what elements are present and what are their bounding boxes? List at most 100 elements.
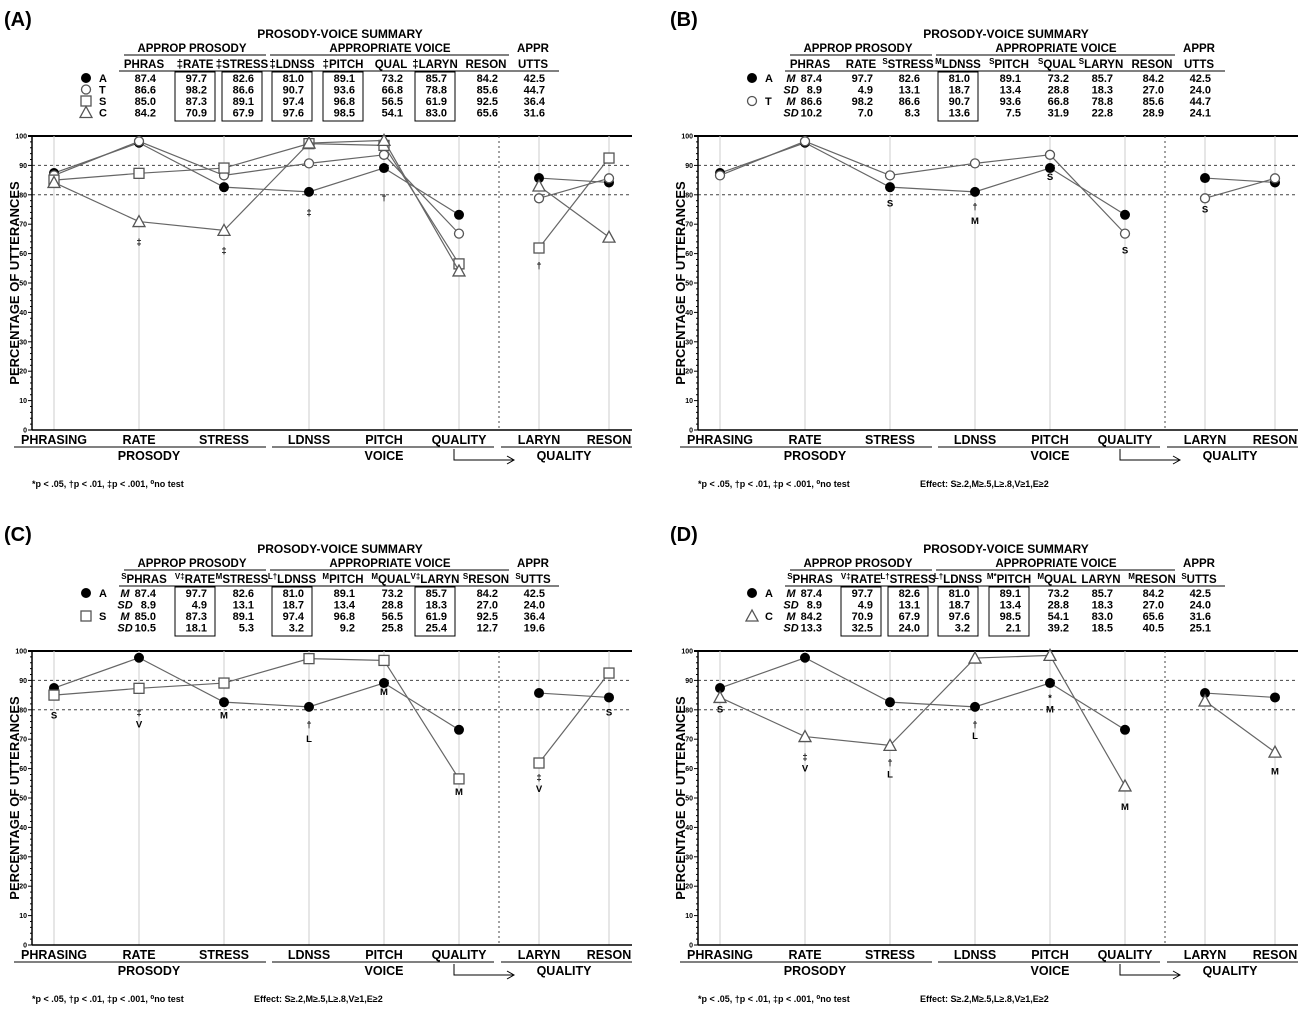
summary-row-marker — [746, 95, 758, 107]
column-prefix: M* — [987, 572, 998, 581]
summary-column-header: L†LDNSS — [268, 572, 317, 586]
summary-cell: 25.4 — [426, 623, 448, 635]
column-prefix: S — [882, 57, 888, 66]
significance-annotation: S — [887, 199, 893, 210]
summary-cell: 13.4 — [1000, 85, 1022, 97]
summary-cell: 89.1 — [334, 588, 355, 600]
summary-table: PROSODY-VOICE SUMMARY APPROP PROSODY APPRO… — [744, 542, 1225, 637]
quality-arrowhead — [1172, 455, 1182, 465]
data-point — [712, 690, 728, 704]
x-tick-label: STRESS — [199, 948, 249, 962]
series-line — [53, 139, 460, 272]
summary-column-header: PHRAS — [124, 59, 165, 71]
x-tick-label: LDNSS — [954, 433, 996, 447]
summary-column-header: MLDNSS — [935, 57, 981, 71]
summary-cell: 65.6 — [1143, 611, 1164, 623]
summary-row-stat: SD — [783, 108, 798, 120]
summary-column-header: LARYN — [1081, 574, 1120, 586]
series-line — [719, 657, 1126, 731]
summary-cell: 81.0 — [283, 588, 304, 600]
data-point — [884, 170, 896, 181]
summary-cell: 39.2 — [1048, 623, 1069, 635]
summary-row-marker — [80, 95, 92, 107]
data-point — [533, 193, 545, 204]
y-tick-label: 80 — [19, 707, 27, 714]
summary-column-header: QUAL — [375, 59, 408, 71]
summary-cell: 18.7 — [283, 600, 304, 612]
x-tick-label: LDNSS — [288, 433, 330, 447]
significance-annotation: V — [536, 784, 543, 795]
summary-cell: 8.3 — [905, 108, 920, 120]
summary-cell: 7.5 — [1006, 108, 1021, 120]
summary-row-stat: M — [786, 96, 796, 108]
summary-cell: 36.4 — [524, 611, 546, 623]
x-tick-label: STRESS — [865, 433, 915, 447]
y-tick-label: 50 — [685, 796, 693, 803]
summary-cell: 10.2 — [801, 108, 822, 120]
summary-table: PROSODY-VOICE SUMMARY APPROP PROSODY APPRO… — [78, 27, 559, 122]
summary-cell: 82.6 — [899, 588, 920, 600]
data-point — [1119, 228, 1131, 239]
data-point — [304, 186, 314, 197]
footnote: *p < .05, †p < .01, ‡p < .001, ⁰no test — [698, 994, 850, 1004]
summary-cell: 82.6 — [233, 73, 254, 85]
x-tick-label: RATE — [788, 433, 821, 447]
data-point — [797, 729, 813, 743]
summary-cell: 87.4 — [801, 73, 823, 85]
plot-area: 0 10 20 30 40 50 60 70 80 90 100 PERCENTAGE OF UTTE… — [7, 133, 632, 465]
data-point — [533, 757, 545, 769]
series-line — [53, 658, 460, 780]
summary-cell: 85.7 — [426, 588, 447, 600]
column-label: PITCH — [329, 574, 364, 586]
summary-cell: 97.4 — [283, 96, 305, 108]
summary-row-group: T — [765, 96, 772, 108]
summary-row-marker — [747, 588, 757, 598]
summary-cell: 93.6 — [334, 85, 355, 97]
significance-annotation: S — [1202, 204, 1208, 215]
data-point — [800, 652, 810, 663]
summary-cell: 61.9 — [426, 96, 447, 108]
summary-cell: 96.8 — [334, 96, 355, 108]
column-prefix: S — [121, 572, 127, 581]
column-label: STRESS — [222, 574, 268, 586]
column-prefix: S — [1079, 57, 1085, 66]
summary-cell: 67.9 — [899, 611, 920, 623]
summary-cell: 27.0 — [1143, 600, 1164, 612]
summary-cell: 4.9 — [858, 600, 873, 612]
summary-title: PROSODY-VOICE SUMMARY — [257, 27, 423, 41]
summary-cell: 85.7 — [1092, 588, 1113, 600]
summary-cell: 81.0 — [283, 73, 304, 85]
summary-cell: 13.4 — [1000, 600, 1022, 612]
summary-cell: 92.5 — [477, 611, 498, 623]
summary-row-marker — [78, 105, 94, 119]
data-point — [1045, 163, 1055, 174]
x-tick-label: RESON — [587, 433, 631, 447]
summary-cell: 89.1 — [233, 611, 254, 623]
column-prefix: M — [322, 572, 329, 581]
summary-row-marker — [747, 73, 757, 83]
series-line — [53, 143, 460, 265]
summary-cell: 40.5 — [1143, 623, 1164, 635]
y-tick-label: 80 — [685, 192, 693, 199]
summary-cell: 7.0 — [858, 108, 873, 120]
summary-cell: 54.1 — [1048, 611, 1069, 623]
data-point — [885, 697, 895, 708]
summary-cell: 81.0 — [949, 73, 970, 85]
data-point — [1267, 744, 1283, 758]
data-point — [304, 701, 314, 712]
summary-row-group: C — [99, 108, 107, 120]
summary-cell: 28.8 — [1048, 85, 1069, 97]
summary-row-group: A — [765, 73, 773, 85]
data-point — [219, 182, 229, 193]
summary-cell: 19.6 — [524, 623, 545, 635]
significance-annotation: S — [606, 708, 612, 719]
summary-cell: 24.0 — [1190, 85, 1211, 97]
column-label: LARYN — [1084, 59, 1123, 71]
data-point — [454, 209, 464, 220]
chart-panel-a: (A) PROSODY-VOICE SUMMARY APPROP PROSODY AP… — [4, 0, 634, 510]
summary-cell: 82.6 — [899, 73, 920, 85]
summary-cell: 73.2 — [1048, 73, 1069, 85]
x-tick-label: LARYN — [518, 948, 561, 962]
column-label: STRESS — [890, 574, 936, 586]
summary-row-stat: SD — [783, 85, 798, 97]
